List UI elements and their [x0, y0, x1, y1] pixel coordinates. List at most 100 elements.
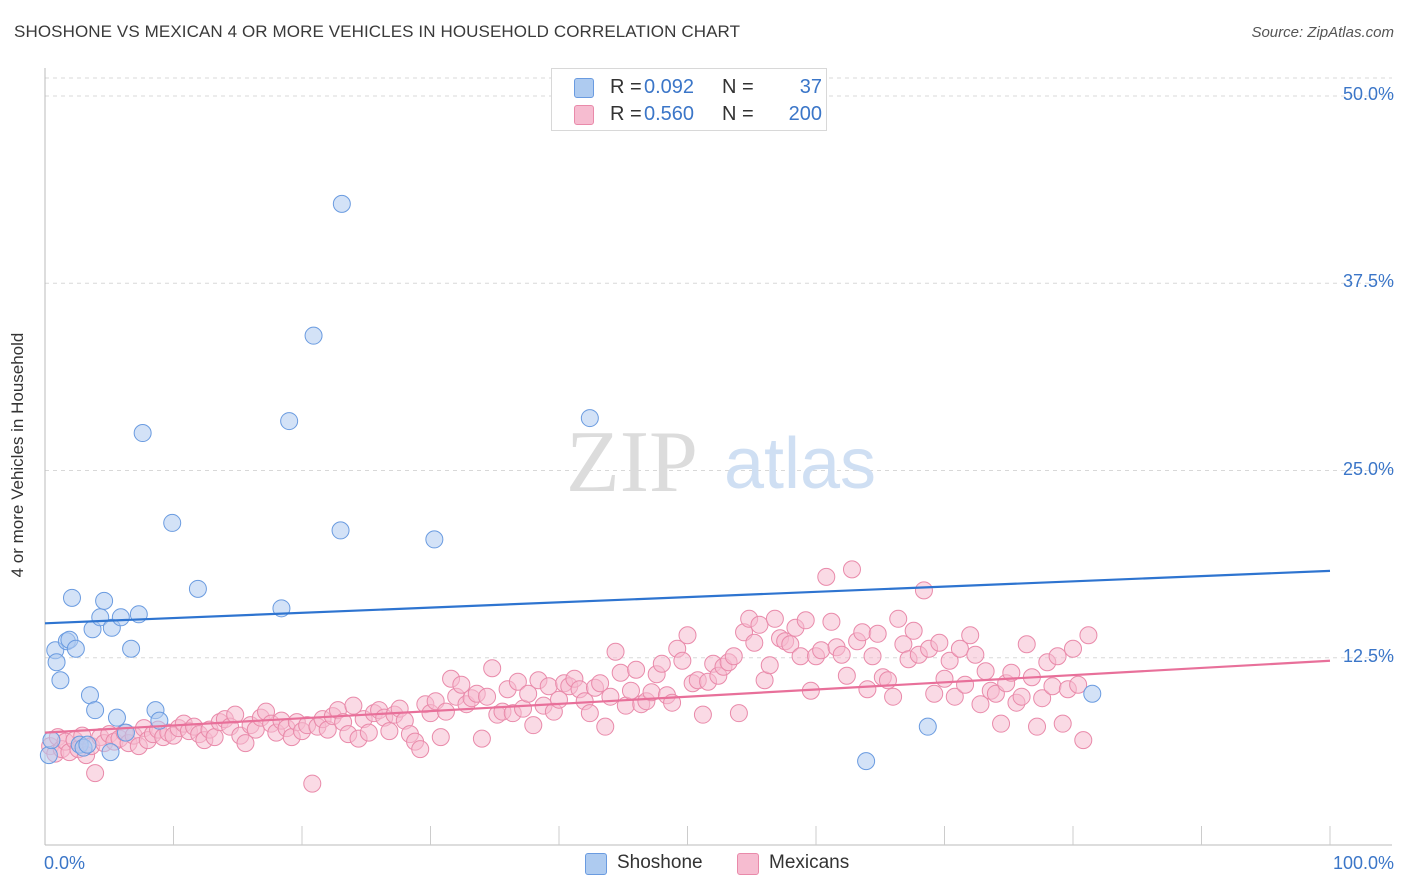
mexican-point	[303, 774, 322, 793]
shoshone-point	[332, 194, 351, 213]
mexican-point	[591, 674, 610, 693]
mexican-point	[745, 633, 764, 652]
mexican-point	[86, 764, 105, 783]
shoshone-point	[51, 671, 70, 690]
axes	[44, 68, 1392, 846]
shoshone-point	[111, 608, 130, 627]
y-tick-label: 25.0%	[1342, 458, 1394, 479]
mexican-point	[606, 642, 625, 661]
mexican-point	[611, 663, 630, 682]
shoshone-point	[280, 412, 299, 431]
legend-r-label: R =	[610, 76, 642, 98]
mexican-point	[945, 687, 964, 706]
mexican-point	[750, 615, 769, 634]
mexican-point	[678, 626, 697, 645]
shoshone-trend-line	[44, 569, 1331, 625]
source-label: Source: ZipAtlas.com	[1251, 24, 1394, 41]
shoshone-point	[163, 513, 182, 532]
shoshone-point	[86, 701, 105, 720]
shoshone-point	[101, 743, 120, 762]
y-axis-label: 4 or more Vehicles in Household	[8, 332, 27, 578]
chart-title: SHOSHONE VS MEXICAN 4 OR MORE VEHICLES I…	[14, 22, 741, 41]
mexican-point	[452, 675, 471, 694]
mexican-point	[791, 647, 810, 666]
shoshone-point	[62, 588, 81, 607]
mexican-point	[693, 705, 712, 724]
mexican-point	[914, 581, 933, 600]
mexican-point	[514, 699, 533, 718]
mexican-point	[1002, 663, 1021, 682]
mexican-point	[596, 717, 615, 736]
correlation-legend: R = 0.092 N = 37 R = 0.560 N = 200	[551, 68, 827, 131]
legend-n-value: 37	[799, 76, 822, 98]
mexican-point	[1012, 687, 1031, 706]
mexican-point	[519, 684, 538, 703]
mexican-point	[1064, 639, 1082, 658]
mexican-point	[627, 660, 646, 679]
mexican-point	[729, 704, 748, 723]
mexican-point	[961, 626, 980, 645]
mexican-point	[673, 651, 692, 670]
mexican-point	[344, 696, 363, 715]
mexican-point	[1043, 677, 1062, 696]
mexican-point	[436, 702, 455, 721]
grid-lines	[45, 77, 1392, 659]
mexican-point	[842, 560, 861, 579]
mexican-point	[1017, 635, 1036, 654]
mexican-point	[935, 669, 954, 688]
shoshone-point	[133, 424, 152, 443]
shoshone-point	[425, 530, 444, 549]
mexican-point	[236, 734, 255, 753]
shoshone-point	[95, 591, 114, 610]
shoshone-point	[1083, 684, 1102, 703]
shoshone-point	[107, 708, 126, 727]
mexican-point	[925, 684, 944, 703]
watermark-zip: ZIP	[566, 414, 698, 511]
x-tick-label: 0.0%	[44, 853, 86, 873]
legend-n-value: 200	[788, 103, 822, 125]
mexican-point	[205, 728, 224, 747]
shoshone-point	[918, 717, 937, 736]
mexican-point	[1033, 689, 1052, 708]
legend-swatch-mexicans	[737, 853, 759, 875]
shoshone-point	[122, 639, 141, 658]
shoshone-point	[78, 735, 97, 754]
legend-r-value: 0.092	[644, 76, 695, 98]
legend-n-label: N =	[722, 76, 754, 98]
watermark-atlas: atlas	[724, 424, 876, 504]
mexican-point	[812, 641, 831, 660]
mexican-point	[508, 672, 527, 691]
mexican-point	[868, 624, 887, 643]
mexican-point	[478, 687, 497, 706]
watermark: ZIP atlas	[566, 414, 876, 511]
legend-swatch-shoshone	[574, 78, 594, 98]
legend-n-label: N =	[722, 103, 754, 125]
mexican-point	[1053, 714, 1072, 733]
mexican-point	[1074, 731, 1093, 750]
mexican-point	[889, 609, 908, 628]
y-tick-label: 12.5%	[1342, 645, 1394, 666]
mexican-point	[884, 687, 903, 706]
mexican-point	[992, 714, 1011, 733]
mexican-point	[760, 656, 779, 675]
mexican-point	[940, 651, 959, 670]
mexican-point	[380, 722, 399, 741]
mexican-point	[765, 609, 784, 628]
mexican-point	[858, 680, 877, 699]
shoshone-point	[39, 746, 58, 765]
mexican-point	[755, 671, 774, 690]
shoshone-point	[47, 653, 66, 672]
mexican-point	[652, 654, 671, 673]
x-tick-label: 100.0%	[1332, 853, 1394, 873]
mexican-point	[524, 716, 543, 735]
mexican-point	[971, 695, 990, 714]
mexican-point	[956, 675, 975, 694]
mexican-point	[930, 633, 949, 652]
mexican-point	[1028, 717, 1047, 736]
legend-r-value: 0.560	[644, 103, 695, 125]
shoshone-point	[580, 409, 599, 428]
mexican-point	[950, 639, 969, 658]
shoshone-point	[80, 686, 99, 705]
mexican-point	[1079, 626, 1098, 645]
